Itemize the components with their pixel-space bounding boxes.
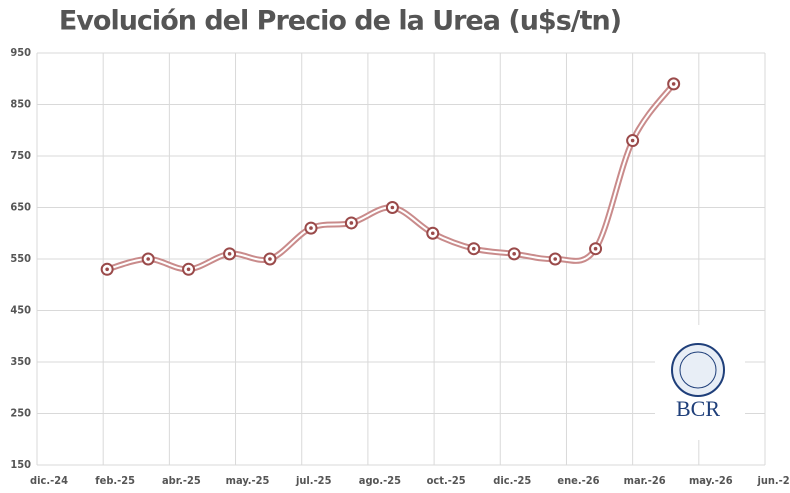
x-tick-label: jun.-26: [756, 474, 790, 487]
x-tick-label: oct.-25: [427, 474, 466, 487]
point-dot: [105, 267, 109, 272]
point-dot: [593, 246, 598, 251]
point-dot: [390, 205, 395, 210]
series-line: [106, 82, 677, 273]
x-tick-label: abr.-25: [162, 474, 201, 487]
x-tick-label: may.-25: [226, 474, 270, 487]
point-dot: [227, 252, 232, 256]
point-dot: [553, 257, 558, 261]
x-tick-label: may.-26: [689, 474, 733, 487]
chart-title: Evolución del Precio de la Urea (u$s/tn): [59, 6, 621, 37]
point-dot: [472, 246, 476, 251]
point-dot: [186, 267, 191, 272]
point-dot: [268, 257, 272, 261]
logo: BCR: [655, 325, 745, 440]
x-tick-label: jul.-25: [295, 474, 332, 487]
point-dot: [349, 221, 354, 225]
x-tick-label: dic.-25: [493, 474, 531, 487]
point-dot: [146, 257, 150, 261]
x-tick-label: mar.-26: [624, 474, 666, 487]
x-tick-label: ago.-25: [359, 474, 401, 487]
point-dot: [512, 252, 516, 256]
logo-seal-inner: [679, 351, 717, 389]
y-tick-label: 750: [10, 149, 31, 162]
logo-text: BCR: [676, 396, 720, 421]
y-tick-label: 550: [10, 252, 31, 265]
point-dot: [671, 82, 676, 86]
y-tick-label: 850: [10, 98, 31, 111]
series-line-inner: [106, 83, 675, 271]
y-tick-label: 150: [10, 458, 31, 471]
y-tick-label: 950: [10, 46, 31, 59]
y-tick-label: 350: [10, 355, 31, 368]
x-tick-label: ene.-26: [557, 474, 599, 487]
point-dot: [430, 231, 435, 236]
y-tick-label: 450: [10, 304, 31, 317]
point-dot: [630, 138, 635, 143]
y-tick-label: 650: [10, 201, 31, 214]
y-tick-label: 250: [10, 407, 31, 420]
x-tick-label: dic.-24: [30, 474, 68, 487]
x-tick-label: feb.-25: [95, 474, 135, 487]
point-dot: [309, 226, 313, 230]
